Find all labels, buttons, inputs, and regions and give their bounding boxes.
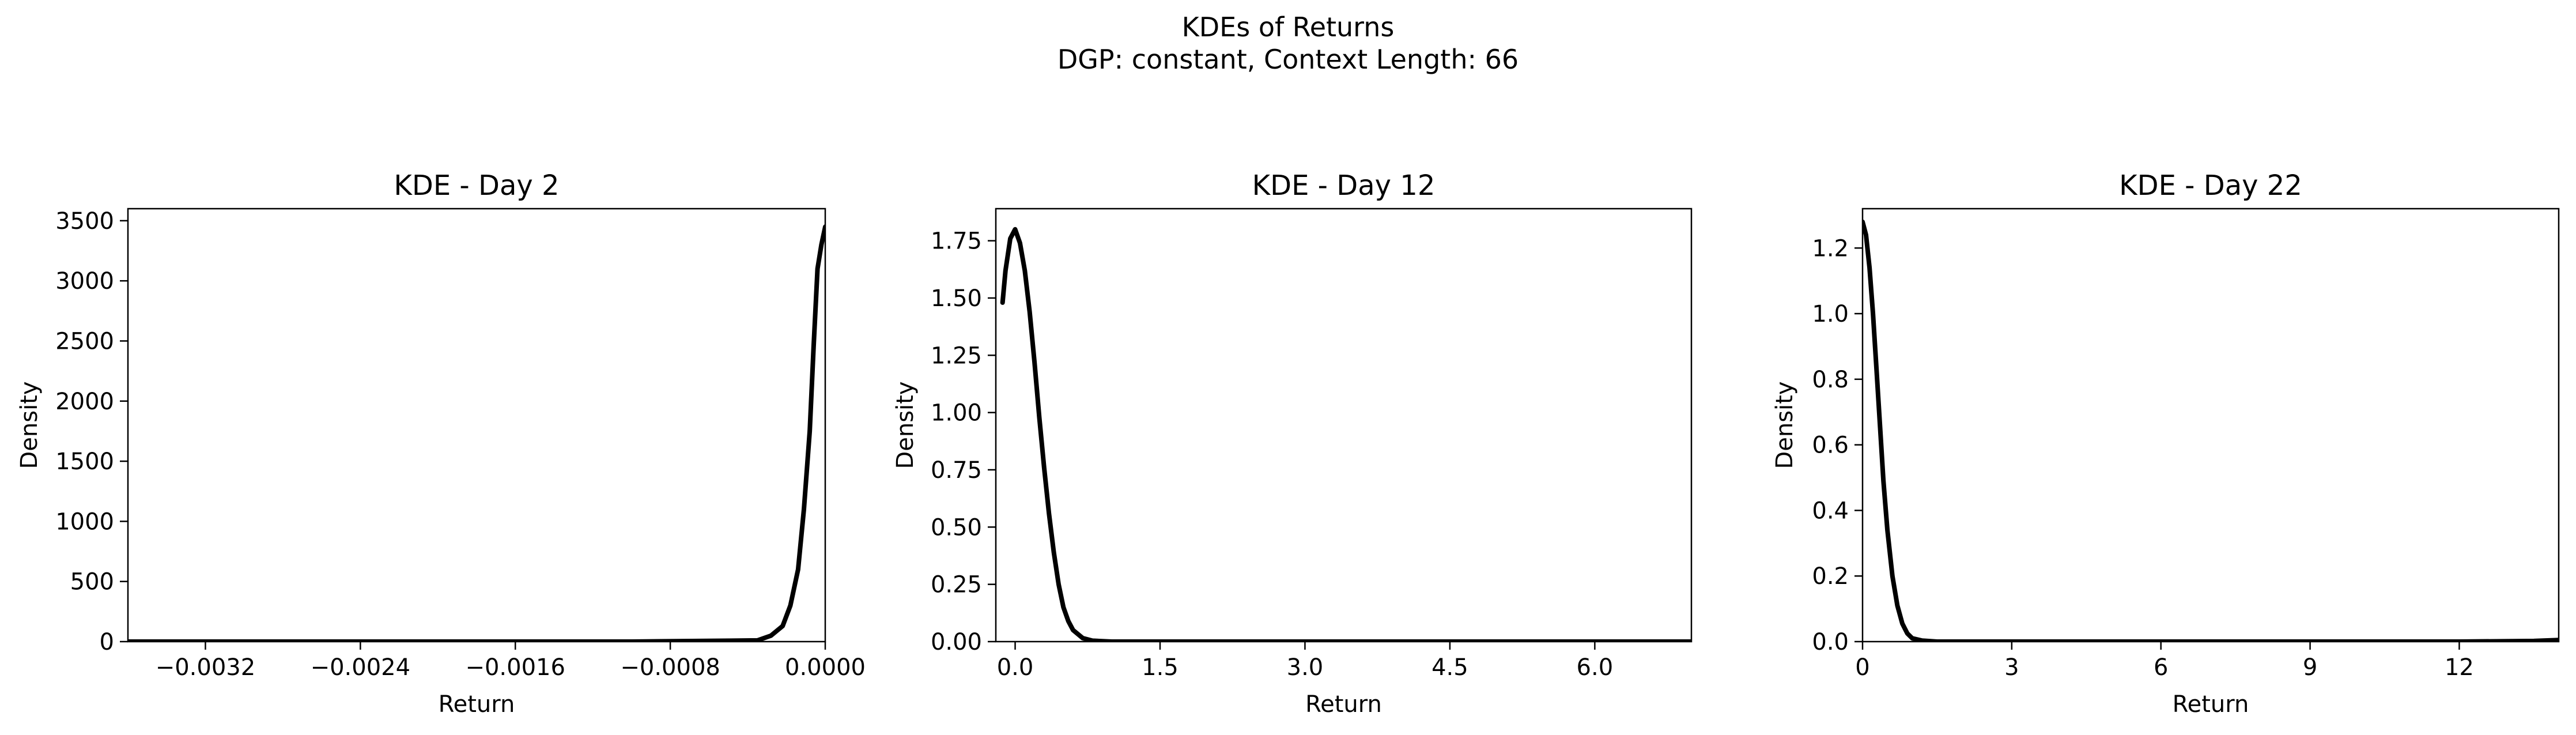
- y-tick-label: 0.2: [1812, 563, 1849, 590]
- x-tick-label: 6.0: [1577, 654, 1614, 681]
- x-axis-label: Return: [2173, 691, 2249, 718]
- y-tick-label: 3000: [55, 268, 114, 295]
- x-tick-label: −0.0016: [465, 654, 565, 681]
- y-tick-label: 0: [100, 629, 114, 655]
- y-tick-label: 0.25: [931, 572, 982, 598]
- x-tick-label: 0.0000: [785, 654, 866, 681]
- y-tick-label: 1.2: [1812, 235, 1849, 262]
- y-tick-label: 0.8: [1812, 367, 1849, 393]
- kde-line-0: [1863, 219, 2559, 642]
- x-tick-label: 9: [2303, 654, 2317, 681]
- x-tick-label: 0.0: [997, 654, 1034, 681]
- figure-subtitle: DGP: constant, Context Length: 66: [1057, 44, 1519, 75]
- y-tick-label: 1500: [55, 448, 114, 475]
- kde-line-0: [1000, 227, 1691, 642]
- x-tick-label: 3.0: [1287, 654, 1324, 681]
- x-tick-label: 12: [2445, 654, 2474, 681]
- axes-frame: [127, 208, 826, 643]
- x-tick-label: −0.0024: [311, 654, 410, 681]
- x-tick-label: 4.5: [1431, 654, 1468, 681]
- x-tick-label: 6: [2154, 654, 2168, 681]
- y-tick-label: 1.25: [931, 342, 982, 369]
- x-tick-label: 0: [1855, 654, 1869, 681]
- x-tick-label: −0.0008: [620, 654, 720, 681]
- x-axis-label: Return: [439, 691, 515, 718]
- y-tick-label: 0.75: [931, 457, 982, 484]
- y-tick-label: 500: [70, 569, 114, 595]
- subplot-title: KDE - Day 2: [394, 169, 559, 202]
- x-tick-label: −0.0032: [156, 654, 255, 681]
- y-tick-label: 1.50: [931, 285, 982, 312]
- subplot-title: KDE - Day 12: [1252, 169, 1436, 202]
- y-tick-label: 3500: [55, 208, 114, 235]
- x-tick-label: 3: [2004, 654, 2019, 681]
- axes-frame: [995, 208, 1693, 643]
- y-axis-label: Density: [1772, 381, 1798, 469]
- figure-title: KDEs of Returns: [1181, 12, 1395, 43]
- subplot-day-22: 0 3 6 9 12 0.0 0.2 0.4 0.6 0.8 1.0 1.2 KDE - Day 22 R…: [1772, 169, 2560, 718]
- y-tick-label: 0.6: [1812, 432, 1849, 459]
- y-tick-label: 2000: [55, 389, 114, 415]
- y-axis-label: Density: [892, 381, 919, 469]
- y-tick-label: 0.50: [931, 514, 982, 541]
- subplot-day-2: −0.0032 −0.0024 −0.0016 −0.0008 0.0000 0 500 10…: [16, 169, 866, 718]
- y-tick-label: 0.0: [1812, 629, 1849, 655]
- y-tick-label: 0.00: [931, 629, 982, 655]
- y-tick-label: 0.4: [1812, 497, 1849, 524]
- subplot-day-12: 0.0 1.5 3.0 4.5 6.0 0.00 0.25 0.50 0.75 1.00 1.25 1…: [892, 169, 1693, 718]
- y-tick-label: 1.75: [931, 228, 982, 255]
- y-axis-label: Density: [16, 381, 43, 469]
- x-tick-label: 1.5: [1142, 654, 1179, 681]
- x-axis-label: Return: [1305, 691, 1382, 718]
- y-tick-label: 1.00: [931, 400, 982, 427]
- y-tick-label: 2500: [55, 328, 114, 355]
- y-tick-label: 1000: [55, 508, 114, 535]
- subplot-title: KDE - Day 22: [2119, 169, 2302, 202]
- y-tick-label: 1.0: [1812, 301, 1849, 327]
- axes-frame: [1861, 208, 2560, 643]
- kde-line-0: [128, 224, 825, 642]
